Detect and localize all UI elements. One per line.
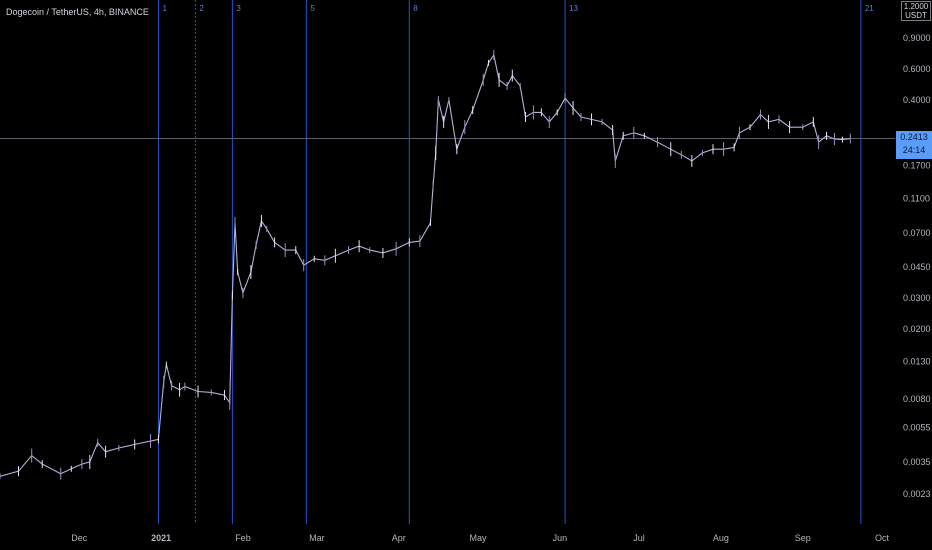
x-tick-label: Sep [795,533,811,543]
y-tick-label: 0.0200 [903,324,931,334]
x-tick-label: 2021 [151,533,171,543]
current-price-tag: 0.2413 24:14 [896,131,932,159]
y-tick-label: 0.4000 [903,95,931,105]
y-tick-label: 0.0700 [903,228,931,238]
y-tick-label: 0.6000 [903,64,931,74]
chart-title: Dogecoin / TetherUS, 4h, BINANCE [6,7,149,17]
fib-marker-label: 13 [569,4,578,13]
y-tick-label: 0.0130 [903,357,931,367]
x-tick-label: Mar [309,533,325,543]
x-tick-label: Jun [553,533,568,543]
y-tick-label: 0.0080 [903,394,931,404]
unit-currency: USDT [905,11,927,20]
bar-countdown: 24:14 [902,145,926,155]
y-tick-label: 0.0023 [903,489,931,499]
x-tick-label: May [469,533,487,543]
y-tick-label: 0.0300 [903,293,931,303]
y-tick-label: 0.0450 [903,262,931,272]
fib-marker-label: 1 [162,4,167,13]
price-series-line [0,53,851,477]
y-tick-label: 0.1100 [903,194,930,204]
x-tick-label: Aug [713,533,729,543]
x-tick-label: Apr [392,533,406,543]
unit-top: 1.2000 [903,2,929,11]
x-tick-label: Jul [633,533,645,543]
fib-marker-label: 21 [865,4,874,13]
fib-marker-label: 5 [310,4,315,13]
y-tick-label: 0.9000 [903,33,931,43]
fib-marker-label: 3 [236,4,241,13]
currency-unit-label: 1.2000 USDT [901,1,931,21]
current-price-value: 0.2413 [900,132,928,142]
y-tick-label: 0.1700 [903,160,931,170]
fib-marker-label: 2 [199,4,204,13]
x-tick-label: Dec [71,533,88,543]
fib-marker-label: 8 [413,4,418,13]
y-tick-label: 0.0035 [903,457,931,467]
x-tick-label: Feb [235,533,251,543]
x-tick-label: Oct [875,533,890,543]
y-tick-label: 0.0055 [903,422,931,432]
